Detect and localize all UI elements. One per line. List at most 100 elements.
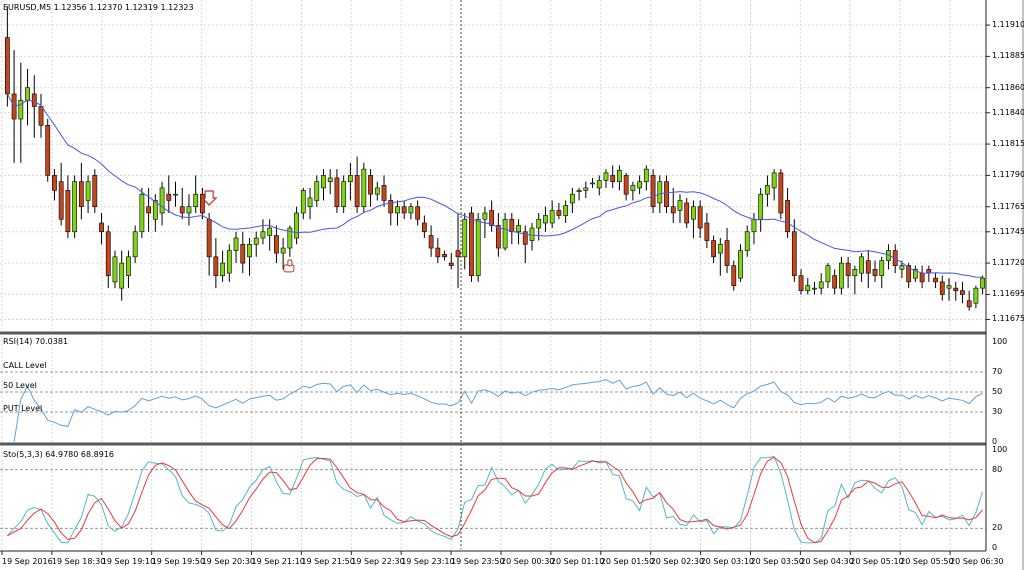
candle-body (368, 175, 373, 195)
rsi-tick-label: 30 (992, 407, 1003, 416)
candle-body (691, 206, 696, 220)
candle-body (953, 287, 959, 291)
stochastic-main-line (7, 455, 984, 544)
candle-body (146, 206, 151, 214)
time-tick-label: 20 Sep 03:50 (750, 557, 804, 566)
candle-body (18, 99, 24, 120)
time-tick-label: 19 Sep 19:50 (151, 557, 206, 566)
candle-body (253, 237, 259, 245)
candle-body (596, 180, 602, 189)
stochastic-tick-label: 100 (992, 445, 1008, 454)
time-tick-label: 19 Sep 22:30 (351, 557, 405, 566)
candle-body (744, 231, 750, 251)
candle-body (852, 269, 858, 276)
candle-body (509, 218, 515, 233)
candle-body (374, 187, 380, 195)
candle-body (637, 181, 642, 189)
stochastic-tick-label: 80 (992, 464, 1003, 474)
thumbs-up-thumb (287, 259, 293, 267)
candle-body (321, 175, 326, 189)
time-tick-label: 20 Sep 02:30 (650, 557, 705, 566)
candle-body (865, 260, 871, 274)
candle-body (72, 181, 78, 233)
candlestick-series (4, 6, 986, 311)
candle-body (966, 300, 972, 308)
candle-body (99, 222, 104, 233)
candle-body (267, 227, 273, 236)
price-tick-label: 1.11815 (992, 139, 1024, 149)
candle-body (832, 275, 838, 289)
time-tick-label: 20 Sep 00:30 (501, 557, 555, 566)
candle-body (818, 281, 824, 289)
candle-body (912, 269, 918, 279)
candle-body (549, 210, 555, 224)
candle-body (226, 250, 232, 274)
candle-body (791, 231, 797, 276)
candle-body (260, 231, 266, 239)
candle-body (395, 206, 400, 214)
candle-body (274, 235, 279, 254)
candle-body (173, 193, 178, 196)
candle-body (415, 206, 421, 220)
candle-body (919, 272, 925, 283)
time-tick-label: 19 Sep 23:50 (451, 557, 505, 566)
candle-body (45, 124, 51, 176)
time-tick-label: 20 Sep 01:50 (600, 557, 655, 566)
candle-body (738, 250, 743, 279)
candle-body (778, 172, 784, 214)
rsi-header: RSI(14) 70.0381 (3, 337, 69, 346)
time-tick-label: 20 Sep 01:10 (550, 557, 605, 566)
candle-body (65, 190, 71, 233)
candle-body (960, 290, 965, 295)
candle-body (946, 285, 952, 289)
candle-body (300, 190, 306, 214)
moving-average-polyline (6, 93, 983, 278)
candle-body (152, 200, 158, 220)
stochastic-indicator (7, 455, 984, 544)
candle-body (489, 210, 495, 226)
candle-body (448, 262, 454, 266)
candle-body (717, 244, 723, 254)
candle-body (361, 168, 367, 208)
candle-body (939, 281, 945, 295)
candle-body (348, 175, 353, 182)
candle-body (771, 172, 777, 189)
candle-body (798, 275, 804, 291)
rsi-50-level-label: 50 Level (3, 381, 37, 390)
time-tick-label: 20 Sep 05:10 (850, 557, 904, 566)
stochastic-tick-label: 20 (992, 523, 1003, 533)
candle-body (980, 277, 986, 289)
candle-body (455, 250, 461, 258)
stochastic-tick-label: 0 (992, 543, 998, 552)
candle-body (52, 175, 57, 191)
candle-body (307, 197, 313, 208)
candle-body (179, 206, 185, 214)
candle-body (4, 37, 10, 95)
candle-body (327, 177, 333, 182)
candle-body (610, 175, 616, 182)
candle-body (435, 247, 441, 258)
price-tick-label: 1.11910 (992, 20, 1024, 30)
candle-body (704, 222, 710, 241)
candle-body (220, 262, 225, 276)
candle-body (381, 185, 387, 201)
candle-body (563, 205, 569, 216)
candle-body (643, 168, 649, 182)
candle-body (428, 235, 434, 249)
stochastic-header: Sto(5,3,3) 64.9780 68.8916 (3, 450, 114, 459)
rsi-indicator (13, 379, 983, 443)
candle-body (758, 193, 764, 220)
candle-body (38, 106, 44, 126)
candle-body (516, 225, 521, 233)
candle-body (502, 218, 508, 249)
candle-body (677, 200, 683, 211)
candle-body (166, 193, 172, 201)
candle-body (845, 262, 851, 276)
candle-body (294, 212, 299, 239)
price-tick-label: 1.11695 (992, 289, 1024, 299)
rsi-line (13, 379, 983, 443)
candle-body (105, 231, 111, 276)
candle-body (469, 212, 474, 276)
candle-body (240, 244, 246, 264)
